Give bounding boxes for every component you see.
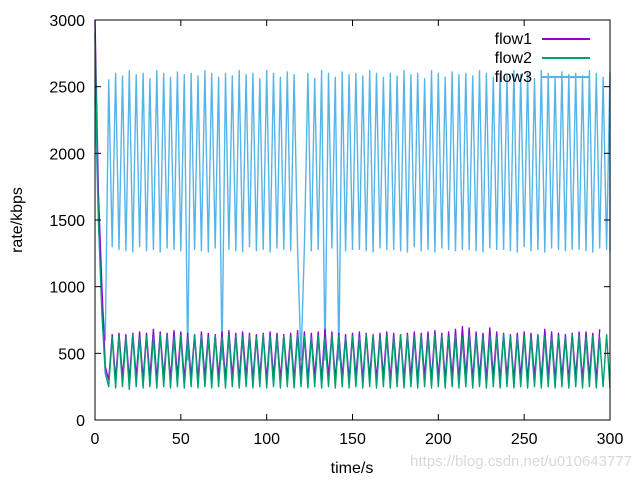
y-tick-label: 2500 — [49, 80, 85, 97]
watermark: https://blog.csdn.net/u010643777 — [410, 453, 632, 470]
x-tick-label: 50 — [172, 431, 190, 448]
y-tick-label: 2000 — [49, 146, 85, 163]
legend-label-flow3: flow3 — [495, 69, 532, 86]
x-tick-label: 200 — [425, 431, 452, 448]
x-tick-label: 0 — [91, 431, 100, 448]
y-tick-label: 500 — [58, 346, 85, 363]
x-tick-label: 300 — [597, 431, 624, 448]
y-tick-label: 0 — [76, 413, 85, 430]
legend-label-flow1: flow1 — [495, 31, 532, 48]
legend-label-flow2: flow2 — [495, 50, 532, 67]
legend: flow1 flow2 flow3 — [495, 31, 590, 86]
series-line-flow2 — [94, 33, 611, 390]
x-tick-label: 100 — [253, 431, 280, 448]
x-tick-label: 250 — [511, 431, 538, 448]
series-line-flow3 — [94, 69, 611, 361]
y-axis-label: rate/kbps — [9, 187, 26, 253]
y-tick-label: 3000 — [49, 13, 85, 30]
y-tick-label: 1500 — [49, 213, 85, 230]
y-tick-label: 1000 — [49, 280, 85, 297]
axis-ticks: 0 50 100 150 200 250 3000500100015002000250030… — [49, 13, 623, 448]
series-layer — [94, 19, 611, 390]
x-axis-label: time/s — [331, 460, 374, 477]
x-tick-label: 150 — [339, 431, 366, 448]
